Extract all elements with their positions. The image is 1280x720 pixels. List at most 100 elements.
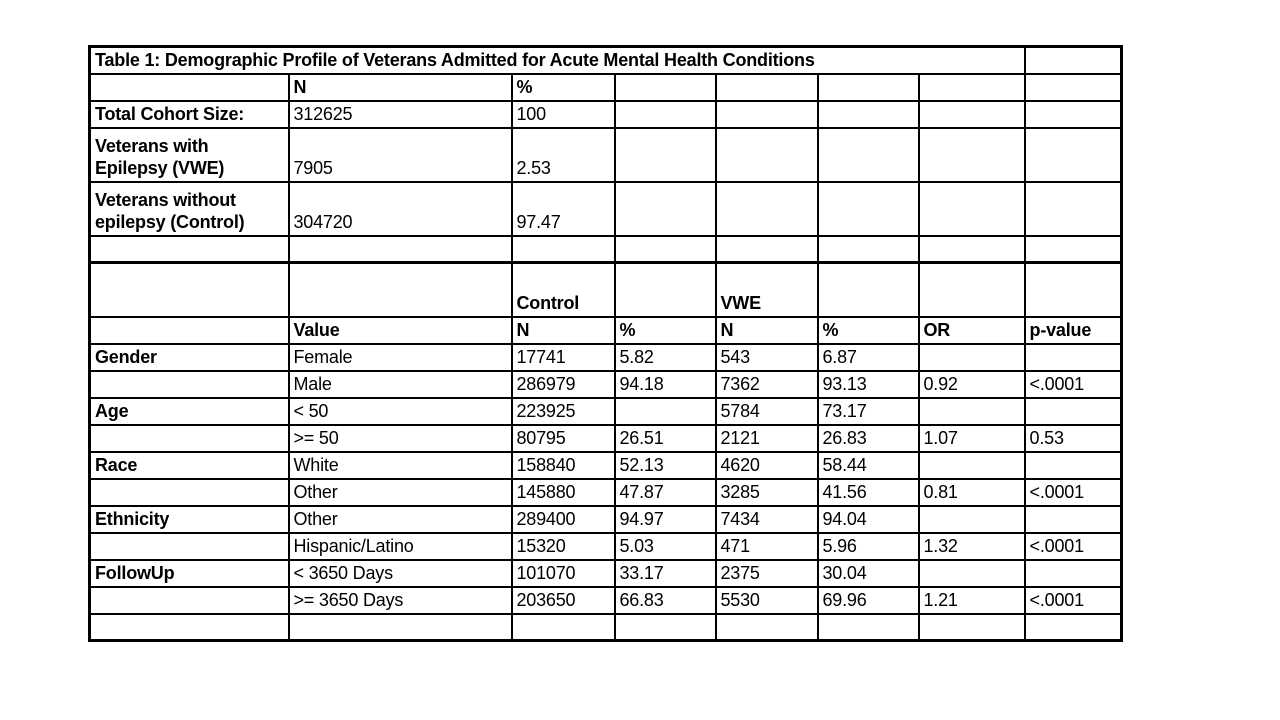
empty-cell — [88, 315, 290, 345]
summary-header-n: N — [287, 72, 513, 102]
empty-cell — [287, 612, 513, 642]
cell-n: 304720 — [287, 180, 513, 237]
cell-vwe-pct: 41.56 — [816, 477, 920, 507]
cell-control-pct: 26.51 — [613, 423, 717, 453]
cell-control-n: 223925 — [510, 396, 616, 426]
col-header-pvalue: p-value — [1023, 315, 1123, 345]
cell-value: Other — [287, 477, 513, 507]
summary-header-row: N % — [88, 72, 1123, 102]
cell-control-n: 80795 — [510, 423, 616, 453]
cell-vwe-pct: 94.04 — [816, 504, 920, 534]
table-row: Age < 50 223925 5784 73.17 — [88, 396, 1123, 426]
table-row: Other 145880 47.87 3285 41.56 0.81 <.000… — [88, 477, 1123, 507]
cell-value: Other — [287, 504, 513, 534]
cell-pct: 100 — [510, 99, 616, 129]
empty-cell — [287, 261, 513, 318]
summary-row-vwe: Veterans with Epilepsy (VWE) 7905 2.53 — [88, 126, 1123, 183]
cell-category: Gender — [88, 342, 290, 372]
cell-pvalue — [1023, 342, 1123, 372]
empty-cell — [613, 612, 717, 642]
cell-value: < 3650 Days — [287, 558, 513, 588]
col-header-vwe-pct: % — [816, 315, 920, 345]
cell-vwe-pct: 26.83 — [816, 423, 920, 453]
cell-control-pct: 94.18 — [613, 369, 717, 399]
cell-value: >= 50 — [287, 423, 513, 453]
cell-category: Ethnicity — [88, 504, 290, 534]
cell-vwe-pct: 6.87 — [816, 342, 920, 372]
cell-category — [88, 531, 290, 561]
cell-vwe-pct: 58.44 — [816, 450, 920, 480]
empty-cell — [714, 612, 819, 642]
empty-cell — [816, 126, 920, 183]
cell-control-pct: 33.17 — [613, 558, 717, 588]
cell-category: Age — [88, 396, 290, 426]
cell-vwe-n: 543 — [714, 342, 819, 372]
cell-or — [917, 558, 1026, 588]
cell-category — [88, 423, 290, 453]
cell-control-pct: 94.97 — [613, 504, 717, 534]
cell-control-n: 289400 — [510, 504, 616, 534]
cell-pct: 97.47 — [510, 180, 616, 237]
group-header-control: Control — [510, 261, 616, 318]
cell-or — [917, 450, 1026, 480]
cell-category — [88, 477, 290, 507]
empty-cell — [287, 234, 513, 264]
table-row: >= 50 80795 26.51 2121 26.83 1.07 0.53 — [88, 423, 1123, 453]
cell-pvalue — [1023, 558, 1123, 588]
cell-vwe-pct: 93.13 — [816, 369, 920, 399]
group-header-vwe: VWE — [714, 261, 819, 318]
cell-or — [917, 396, 1026, 426]
summary-row-total: Total Cohort Size: 312625 100 — [88, 99, 1123, 129]
empty-cell — [613, 261, 717, 318]
empty-cell — [613, 126, 717, 183]
empty-cell — [1023, 612, 1123, 642]
cell-vwe-n: 5784 — [714, 396, 819, 426]
group-header-row: Control VWE — [88, 261, 1123, 318]
col-header-or: OR — [917, 315, 1026, 345]
row-label: Total Cohort Size: — [88, 99, 290, 129]
empty-cell — [613, 72, 717, 102]
cell-control-n: 203650 — [510, 585, 616, 615]
cell-pct: 2.53 — [510, 126, 616, 183]
empty-cell — [714, 126, 819, 183]
cell-control-n: 286979 — [510, 369, 616, 399]
cell-control-pct: 47.87 — [613, 477, 717, 507]
empty-cell — [1023, 45, 1123, 75]
cell-vwe-pct: 69.96 — [816, 585, 920, 615]
cell-value: < 50 — [287, 396, 513, 426]
cell-category: Race — [88, 450, 290, 480]
table-row: Hispanic/Latino 15320 5.03 471 5.96 1.32… — [88, 531, 1123, 561]
cell-or — [917, 504, 1026, 534]
cell-control-pct: 5.82 — [613, 342, 717, 372]
empty-cell — [714, 99, 819, 129]
table-row: Gender Female 17741 5.82 543 6.87 — [88, 342, 1123, 372]
cell-value: Female — [287, 342, 513, 372]
cell-n: 7905 — [287, 126, 513, 183]
cell-value: >= 3650 Days — [287, 585, 513, 615]
col-header-vwe-n: N — [714, 315, 819, 345]
cell-value: White — [287, 450, 513, 480]
cell-vwe-n: 7434 — [714, 504, 819, 534]
row-label: Veterans without epilepsy (Control) — [88, 180, 290, 237]
empty-cell — [714, 72, 819, 102]
cell-pvalue: <.0001 — [1023, 477, 1123, 507]
demographics-table: Table 1: Demographic Profile of Veterans… — [88, 45, 1124, 642]
cell-control-pct: 66.83 — [613, 585, 717, 615]
empty-cell — [88, 72, 290, 102]
col-header-control-n: N — [510, 315, 616, 345]
cell-or: 0.81 — [917, 477, 1026, 507]
empty-cell — [917, 261, 1026, 318]
empty-cell — [1023, 126, 1123, 183]
row-label-line1: Veterans with — [95, 135, 209, 156]
empty-cell — [917, 234, 1026, 264]
empty-cell — [714, 234, 819, 264]
cell-pvalue: <.0001 — [1023, 369, 1123, 399]
empty-cell — [917, 126, 1026, 183]
empty-cell — [613, 234, 717, 264]
cell-control-n: 17741 — [510, 342, 616, 372]
cell-control-n: 145880 — [510, 477, 616, 507]
table-row: FollowUp < 3650 Days 101070 33.17 2375 3… — [88, 558, 1123, 588]
cell-vwe-pct: 5.96 — [816, 531, 920, 561]
cell-pvalue: <.0001 — [1023, 531, 1123, 561]
